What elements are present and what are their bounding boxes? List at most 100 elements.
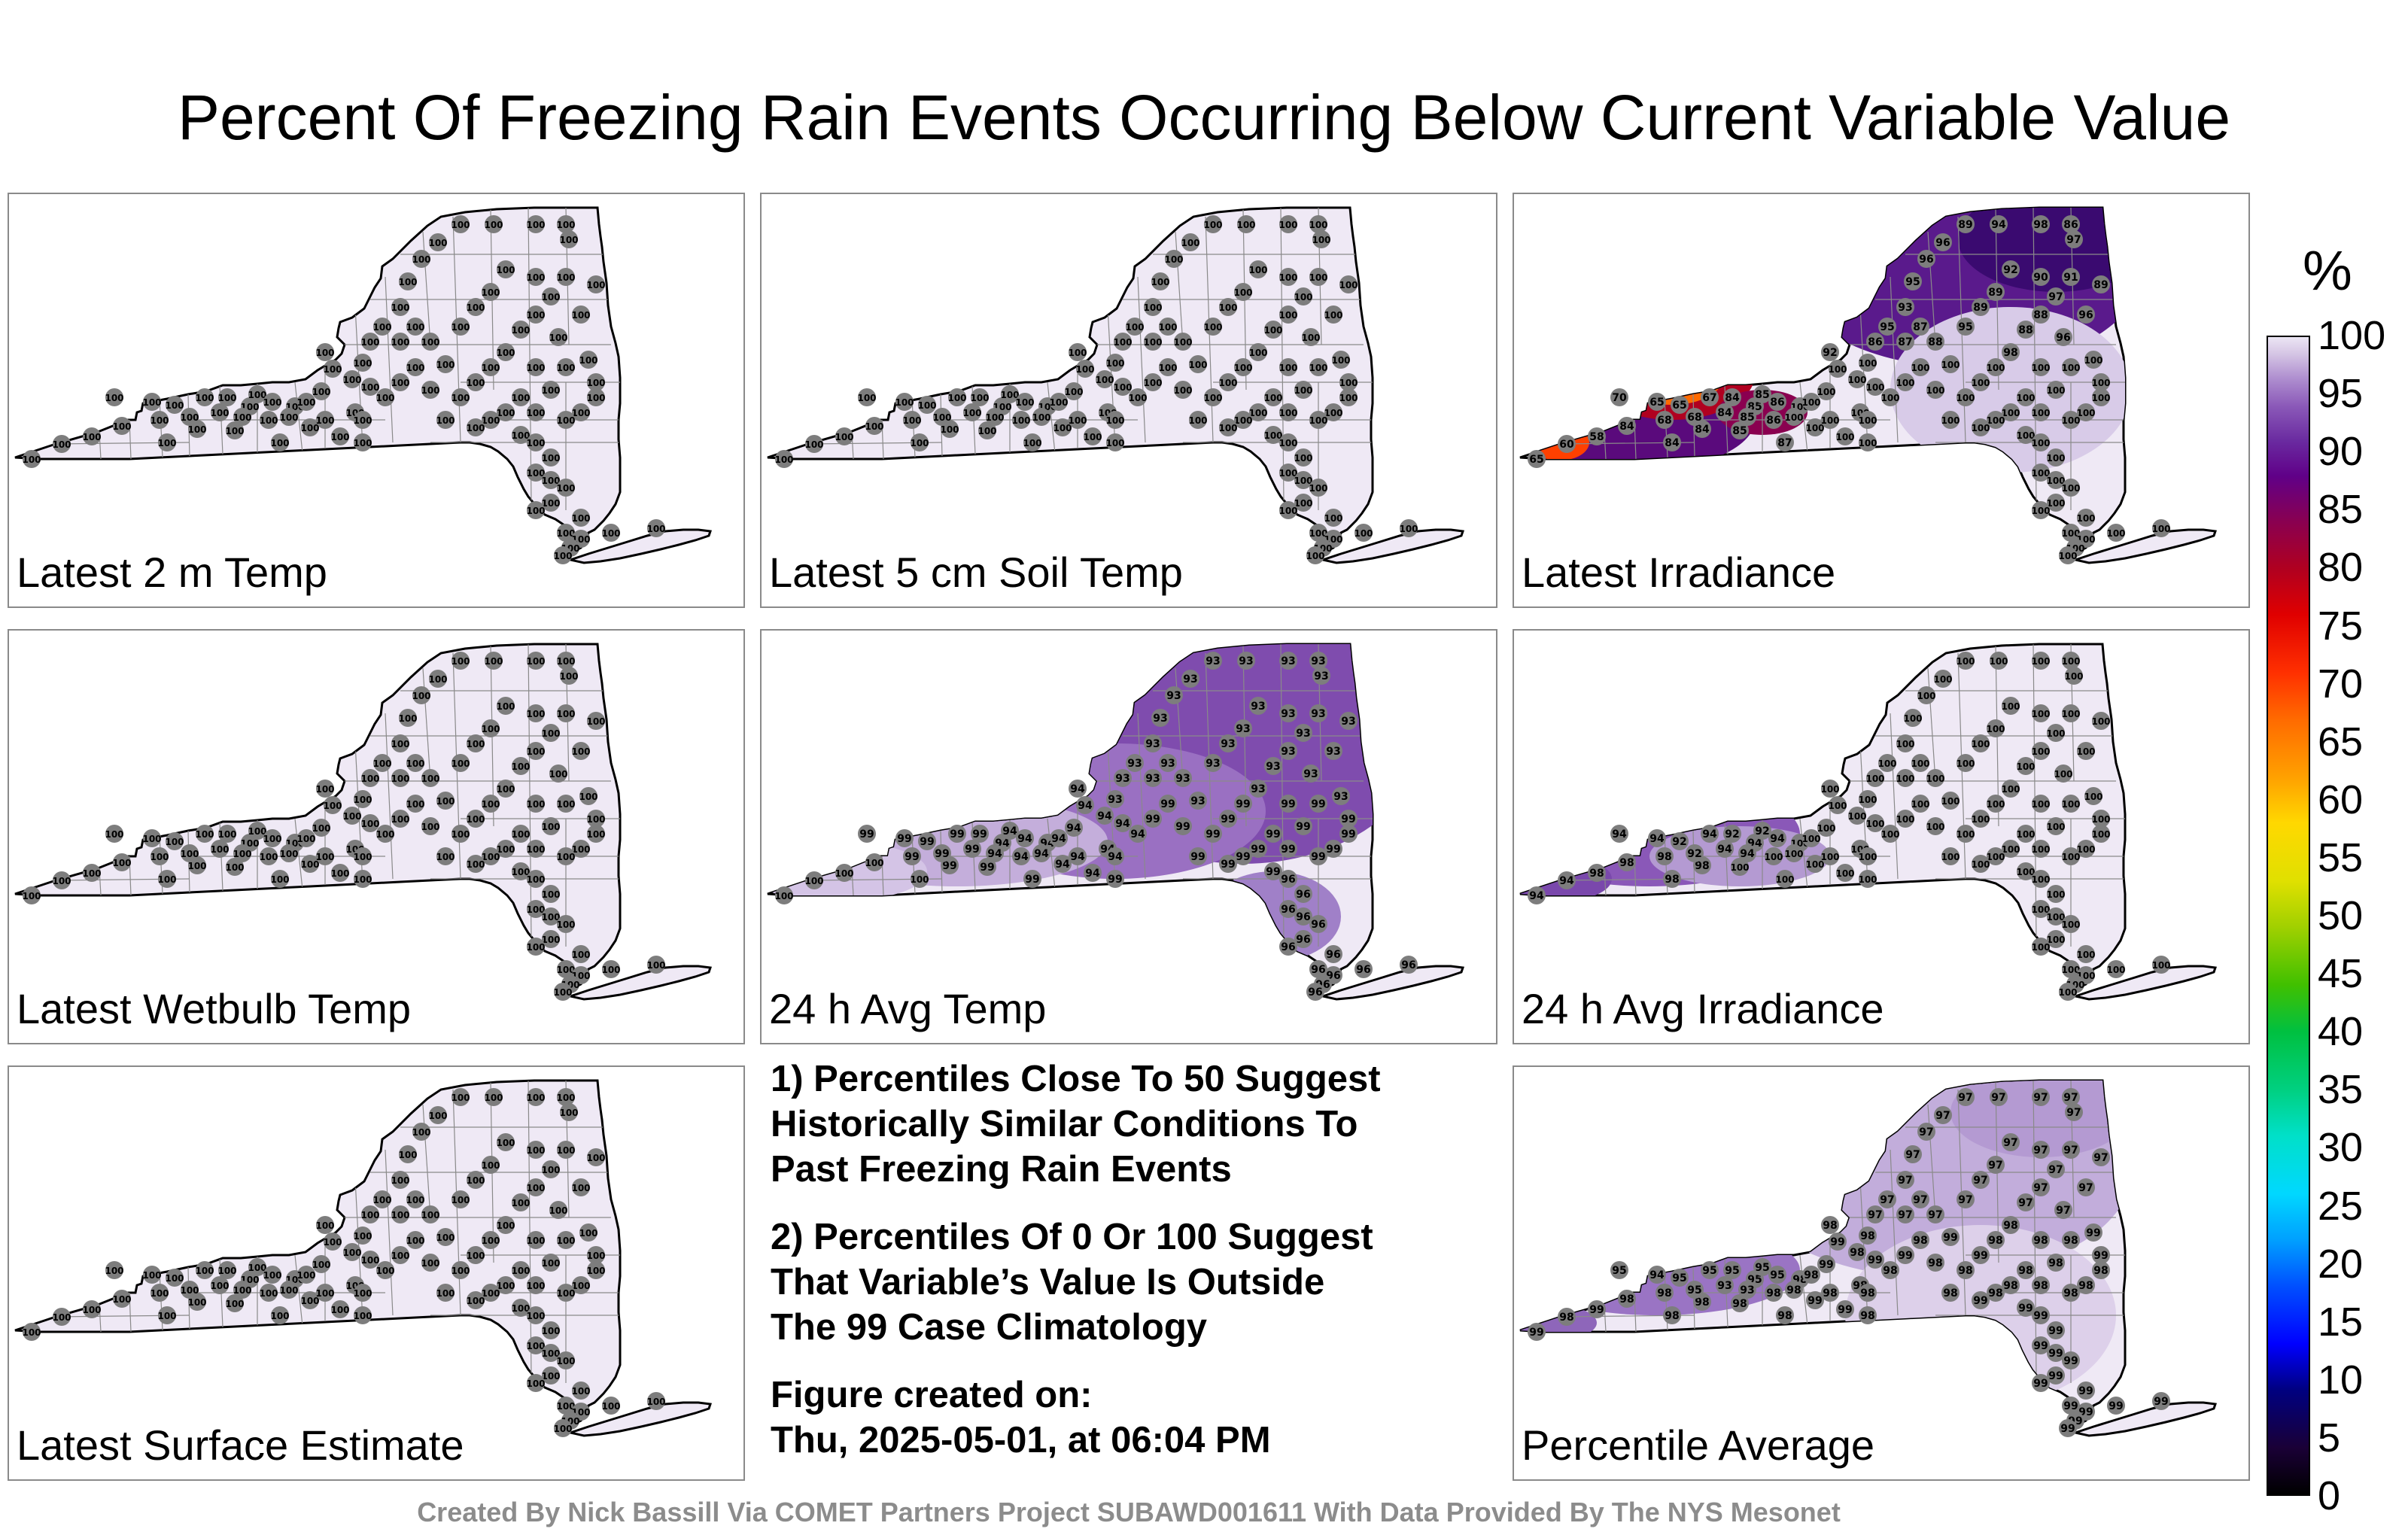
station-value: 100 bbox=[556, 709, 575, 719]
station-value: 100 bbox=[895, 397, 914, 408]
station-marker: 100 bbox=[353, 790, 372, 808]
station-dot bbox=[497, 403, 515, 421]
station-dot bbox=[1972, 1171, 1990, 1189]
station-marker: 100 bbox=[646, 1392, 666, 1410]
station-value: 68 bbox=[1687, 412, 1701, 424]
station-dot bbox=[2047, 448, 2065, 467]
station-marker: 100 bbox=[406, 795, 425, 813]
station-value: 100 bbox=[511, 393, 530, 403]
station-dot bbox=[1294, 381, 1312, 399]
station-dot bbox=[354, 354, 372, 372]
station-marker: 94 bbox=[1069, 847, 1087, 865]
station-marker: 100 bbox=[2151, 519, 2171, 537]
station-dot bbox=[1859, 870, 1877, 888]
station-value: 100 bbox=[436, 1288, 455, 1299]
station-marker: 100 bbox=[323, 796, 342, 814]
station-dot bbox=[467, 1246, 485, 1264]
station-marker: 98 bbox=[1987, 1231, 2005, 1249]
station-value: 93 bbox=[1236, 723, 1250, 735]
station-value: 100 bbox=[353, 1311, 372, 1321]
station-value: 98 bbox=[1804, 1269, 1818, 1281]
station-value: 97 bbox=[1935, 1110, 1950, 1122]
station-dot bbox=[361, 814, 379, 832]
station-dot bbox=[557, 704, 575, 722]
station-dot bbox=[1312, 667, 1330, 685]
station-dot bbox=[1528, 450, 1546, 468]
station-value: 100 bbox=[406, 758, 424, 769]
station-value: 100 bbox=[526, 1145, 545, 1156]
station-dot bbox=[1050, 829, 1068, 847]
station-dot bbox=[602, 1397, 620, 1415]
station-marker: 100 bbox=[406, 1190, 425, 1208]
station-dot bbox=[166, 396, 184, 414]
station-value: 94 bbox=[1991, 219, 2006, 231]
station-dot bbox=[1686, 1281, 1704, 1299]
station-dot bbox=[527, 433, 545, 451]
station-dot bbox=[1279, 305, 1297, 324]
station-value: 100 bbox=[112, 1294, 131, 1305]
station-value: 100 bbox=[2031, 468, 2050, 479]
station-dot bbox=[1294, 448, 1312, 467]
station-marker: 100 bbox=[270, 870, 290, 888]
station-dot bbox=[1332, 787, 1350, 805]
station-dot bbox=[421, 1254, 439, 1272]
station-marker: 100 bbox=[1049, 393, 1069, 411]
station-dot bbox=[1956, 652, 1975, 670]
station-dot bbox=[1817, 819, 1835, 837]
station-marker: 100 bbox=[484, 215, 503, 233]
note-line: 2) Percentiles Of 0 Or 100 Suggest bbox=[771, 1217, 1373, 1257]
station-marker: 100 bbox=[421, 1254, 440, 1272]
station-marker: 99 bbox=[1972, 1291, 1990, 1309]
station-marker: 97 bbox=[1904, 1145, 1922, 1163]
station-marker: 100 bbox=[1075, 360, 1095, 378]
station-dot bbox=[527, 1088, 545, 1106]
station-marker: 92 bbox=[1671, 832, 1689, 850]
station-dot bbox=[1294, 724, 1312, 742]
station-dot bbox=[557, 1088, 575, 1106]
station-value: 100 bbox=[391, 378, 409, 388]
station-marker: 100 bbox=[428, 233, 448, 251]
station-dot bbox=[1279, 742, 1297, 760]
station-value: 100 bbox=[1896, 378, 1914, 388]
station-value: 100 bbox=[481, 852, 500, 862]
station-value: 100 bbox=[1784, 412, 1803, 423]
station-dot bbox=[2062, 268, 2080, 286]
station-value: 84 bbox=[1695, 424, 1710, 436]
station-marker: 100 bbox=[1911, 754, 1930, 772]
station-dot bbox=[1972, 373, 1990, 391]
station-dot bbox=[1302, 328, 1320, 346]
station-marker: 100 bbox=[466, 1171, 485, 1189]
station-value: 100 bbox=[428, 1111, 447, 1121]
station-dot bbox=[2002, 260, 2020, 278]
station-value: 99 bbox=[1251, 843, 1265, 856]
station-marker: 94 bbox=[1054, 855, 1072, 873]
station-value: 100 bbox=[2046, 498, 2065, 509]
station-marker: 99 bbox=[903, 847, 921, 865]
station-value: 100 bbox=[586, 393, 605, 403]
colorbar-tick-label: 5 bbox=[2318, 1415, 2341, 1461]
station-dot bbox=[354, 433, 372, 451]
station-value: 100 bbox=[553, 1424, 572, 1434]
station-value: 100 bbox=[2061, 919, 2080, 930]
station-dot bbox=[2062, 1397, 2080, 1415]
station-marker: 100 bbox=[300, 855, 320, 873]
station-dot bbox=[1219, 298, 1237, 316]
station-marker: 100 bbox=[398, 1145, 418, 1163]
station-dot bbox=[1279, 900, 1297, 918]
station-marker: 100 bbox=[1911, 795, 1930, 813]
panel-label: Percentile Average bbox=[1522, 1421, 1875, 1469]
station-dot bbox=[1204, 754, 1222, 772]
station-dot bbox=[1663, 1306, 1681, 1324]
station-dot bbox=[1768, 829, 1786, 847]
station-value: 99 bbox=[1973, 1250, 1987, 1262]
station-value: 100 bbox=[1835, 432, 1854, 442]
station-marker: 94 bbox=[1096, 807, 1114, 825]
station-value: 97 bbox=[2066, 234, 2081, 246]
station-value: 100 bbox=[259, 415, 278, 426]
station-dot bbox=[2017, 862, 2035, 880]
station-value: 100 bbox=[579, 355, 597, 366]
station-dot bbox=[2065, 1103, 2083, 1121]
station-value: 100 bbox=[398, 713, 417, 724]
station-dot bbox=[2032, 938, 2050, 956]
station-marker: 100 bbox=[2061, 960, 2081, 978]
